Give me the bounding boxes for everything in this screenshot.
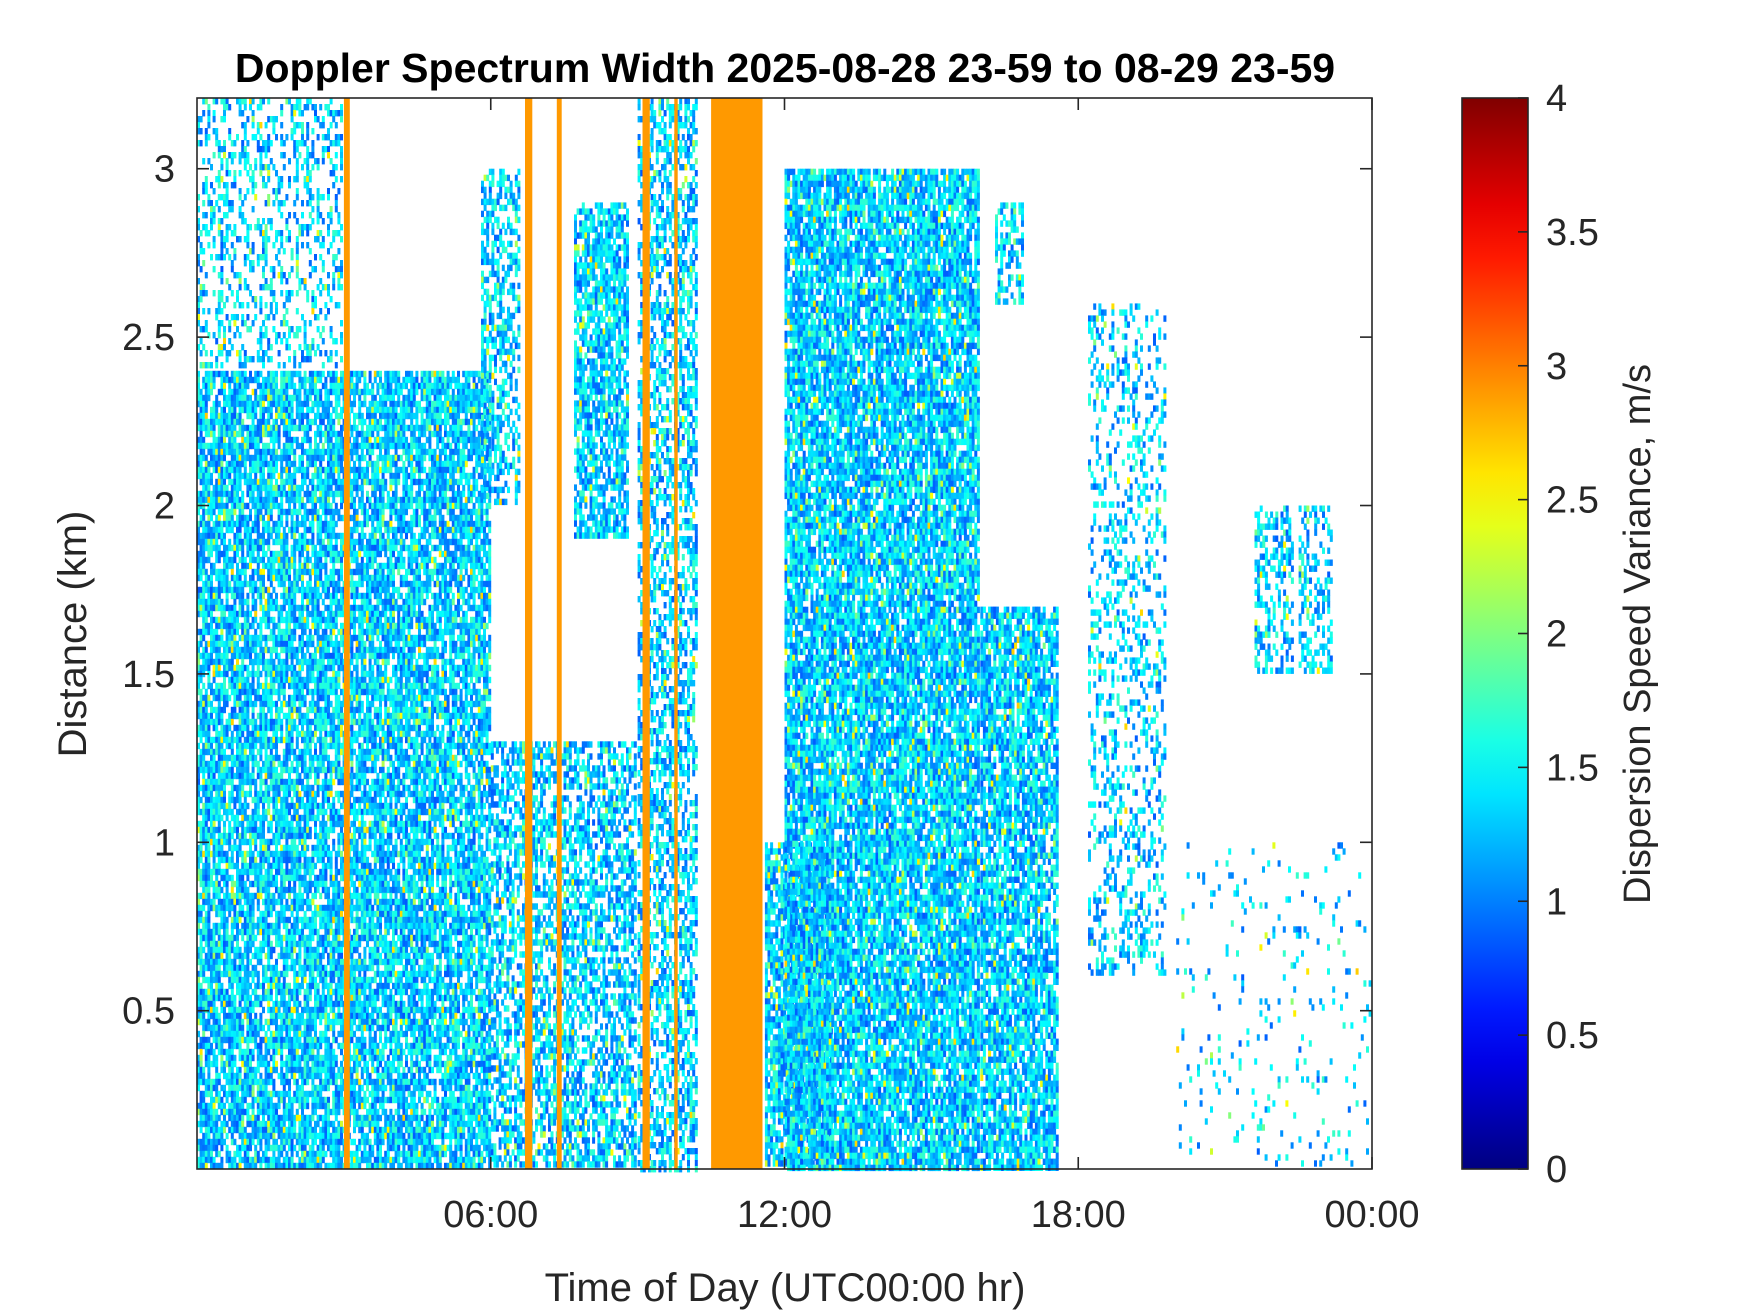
colorbar-tick-label: 0: [1546, 1149, 1567, 1191]
colorbar-tick-label: 1.5: [1546, 747, 1599, 789]
saturated-band: [643, 98, 650, 1169]
saturated-band: [344, 98, 350, 1169]
colorbar-tick-label: 3.5: [1546, 212, 1599, 254]
colorbar-tick-label: 4: [1546, 78, 1567, 120]
saturated-band: [711, 98, 762, 1169]
y-tick-label: 3: [154, 149, 175, 191]
y-tick-label: 0.5: [122, 991, 175, 1033]
saturated-band: [557, 98, 562, 1169]
y-tick-label: 2: [154, 486, 175, 528]
echo-region: [785, 169, 980, 1171]
colorbar-tick-label: 0.5: [1546, 1015, 1599, 1057]
x-tick-label: 18:00: [1031, 1194, 1126, 1236]
saturated-band: [525, 98, 532, 1169]
x-axis-label: Time of Day (UTC00:00 hr): [545, 1266, 1026, 1310]
colorbar-label: Dispersion Speed Variance, m/s: [1617, 364, 1659, 904]
colorbar-tick-label: 1: [1546, 881, 1567, 923]
y-tick-label: 1: [154, 822, 175, 864]
x-tick-label: 06:00: [443, 1194, 538, 1236]
y-tick-label: 1.5: [122, 654, 175, 696]
chart-title: Doppler Spectrum Width 2025-08-28 23-59 …: [235, 45, 1335, 91]
x-tick-label: 12:00: [737, 1194, 832, 1236]
colorbar-tick-label: 2: [1546, 614, 1567, 656]
colorbar-tick-label: 2.5: [1546, 480, 1599, 522]
y-axis-label: Distance (km): [51, 511, 95, 758]
x-tick-label: 00:00: [1324, 1194, 1419, 1236]
saturated-band: [674, 98, 677, 1169]
colorbar-tick-label: 3: [1546, 346, 1567, 388]
y-tick-label: 2.5: [122, 317, 175, 359]
